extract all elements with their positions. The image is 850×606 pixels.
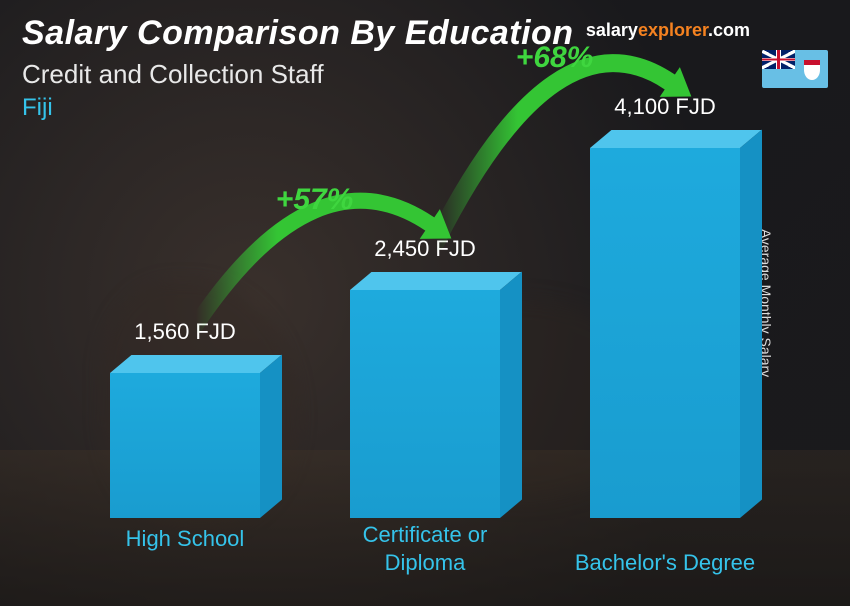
page-subtitle: Credit and Collection Staff	[22, 59, 574, 90]
salary-bar-chart: 1,560 FJDHigh School2,450 FJDCertificate…	[60, 136, 800, 566]
increase-arc	[60, 136, 800, 566]
increase-percentage: +68%	[516, 41, 594, 75]
bar-value-label: 4,100 FJD	[565, 94, 765, 120]
brand-part3: .com	[708, 20, 750, 40]
brand-part2: explorer	[638, 20, 708, 40]
brand-logo: salaryexplorer.com	[586, 20, 750, 41]
country-label: Fiji	[22, 94, 574, 122]
brand-part1: salary	[586, 20, 638, 40]
page-title: Salary Comparison By Education	[22, 14, 574, 53]
header: Salary Comparison By Education Credit an…	[22, 14, 574, 122]
fiji-flag-icon	[762, 50, 828, 88]
